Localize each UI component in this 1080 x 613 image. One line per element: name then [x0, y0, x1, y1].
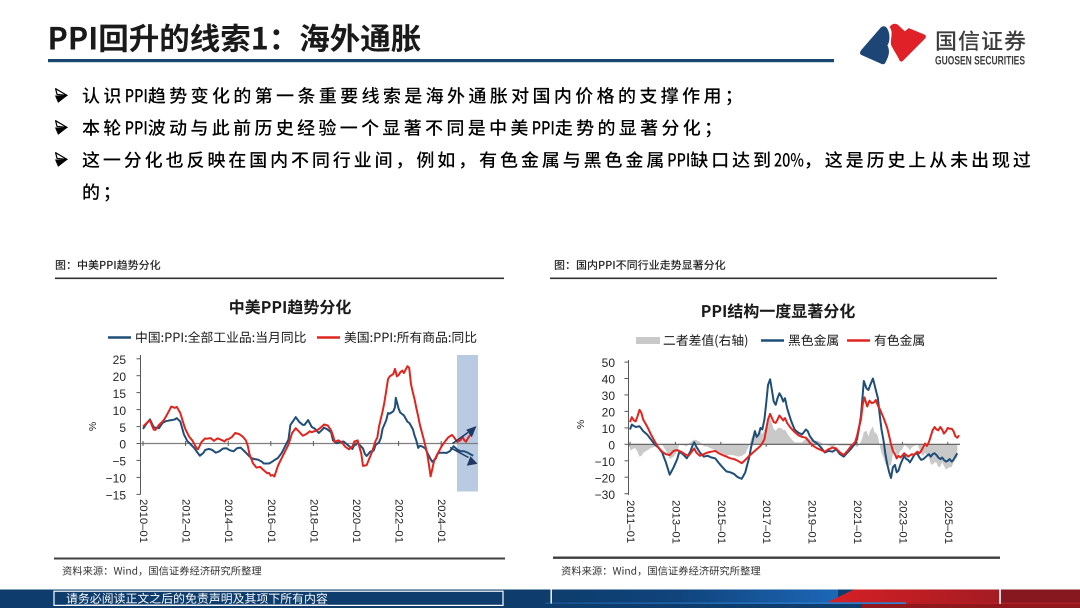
svg-text:2024–01: 2024–01 [435, 499, 447, 543]
svg-text:2022–01: 2022–01 [393, 499, 405, 543]
svg-text:−5: −5 [112, 455, 126, 469]
svg-text:%: % [87, 422, 99, 431]
svg-text:−20: −20 [595, 471, 616, 485]
svg-text:50: 50 [602, 356, 616, 370]
svg-text:30: 30 [602, 389, 616, 403]
svg-text:−10: −10 [595, 455, 616, 469]
svg-text:−10: −10 [106, 472, 127, 486]
svg-text:2013–01: 2013–01 [669, 500, 681, 544]
svg-text:2023–01: 2023–01 [896, 500, 908, 544]
svg-text:0: 0 [119, 438, 126, 452]
svg-text:2015–01: 2015–01 [715, 500, 727, 544]
svg-text:40: 40 [602, 373, 616, 387]
svg-text:2025–01: 2025–01 [942, 500, 954, 544]
svg-text:2014–01: 2014–01 [222, 499, 234, 543]
svg-text:5: 5 [119, 421, 126, 435]
svg-text:2020–01: 2020–01 [350, 499, 362, 543]
svg-text:2010–01: 2010–01 [137, 499, 149, 543]
svg-text:2011–01: 2011–01 [624, 500, 636, 543]
svg-text:2021–01: 2021–01 [851, 500, 863, 544]
svg-text:2012–01: 2012–01 [180, 499, 192, 543]
svg-text:−15: −15 [106, 489, 127, 503]
svg-text:10: 10 [113, 404, 127, 418]
svg-text:GUOSEN SECURITIES: GUOSEN SECURITIES [935, 54, 1025, 67]
svg-text:25: 25 [113, 353, 127, 367]
svg-text:15: 15 [113, 387, 127, 401]
svg-text:%: % [575, 420, 587, 429]
svg-text:2016–01: 2016–01 [265, 499, 277, 543]
svg-text:20: 20 [602, 406, 616, 420]
svg-text:0: 0 [608, 439, 615, 453]
svg-text:2018–01: 2018–01 [307, 499, 319, 543]
svg-text:2019–01: 2019–01 [806, 500, 818, 544]
svg-text:2017–01: 2017–01 [760, 500, 772, 544]
svg-text:20: 20 [113, 370, 127, 384]
svg-text:−30: −30 [595, 488, 616, 502]
svg-text:10: 10 [602, 422, 616, 436]
